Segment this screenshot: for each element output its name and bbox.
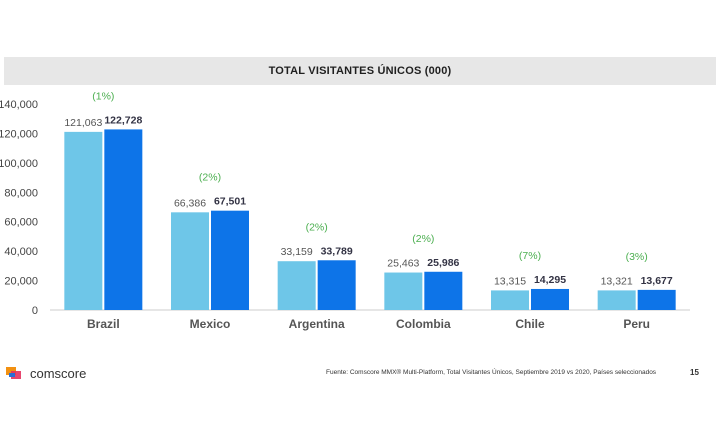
- bar-2019: [384, 272, 423, 310]
- bar-2020: [317, 260, 356, 310]
- comscore-logo-icon: [6, 367, 21, 379]
- growth-label: (2%): [306, 221, 328, 233]
- y-tick-label: 60,000: [4, 217, 38, 229]
- category-label: Chile: [515, 317, 545, 331]
- data-label-2019: 13,321: [601, 275, 633, 287]
- category-label: Colombia: [396, 317, 451, 331]
- growth-label: (2%): [412, 233, 434, 245]
- data-label-2019: 13,315: [494, 275, 526, 287]
- y-tick-label: 40,000: [4, 246, 38, 258]
- category-label: Peru: [623, 317, 650, 331]
- bar-2019: [491, 290, 529, 310]
- growth-label: (3%): [626, 251, 648, 263]
- bar-2020: [424, 271, 463, 310]
- page-number: 15: [690, 368, 699, 377]
- growth-label: (2%): [199, 172, 221, 184]
- data-label-2020: 25,986: [427, 257, 459, 269]
- data-label-2019: 25,463: [387, 258, 419, 270]
- data-label-2020: 122,728: [104, 114, 142, 126]
- category-label: Argentina: [289, 317, 345, 331]
- y-tick-label: 0: [32, 305, 38, 317]
- data-label-2020: 14,295: [534, 274, 566, 286]
- brand-name: comscore: [30, 365, 87, 381]
- data-label-2019: 121,063: [64, 117, 102, 129]
- data-label-2020: 67,501: [214, 196, 246, 208]
- y-tick-label: 20,000: [4, 276, 38, 288]
- bar-2020: [531, 288, 569, 310]
- bar-2019: [171, 212, 209, 310]
- bar-2019: [597, 290, 636, 310]
- brand-logo: comscore: [6, 364, 86, 382]
- bar-2020: [211, 210, 249, 310]
- chart-title-band: TOTAL VISITANTES ÚNICOS (000): [4, 57, 716, 85]
- y-tick-label: 140,000: [0, 99, 38, 111]
- chart-title: TOTAL VISITANTES ÚNICOS (000): [268, 65, 452, 77]
- y-tick-label: 120,000: [0, 128, 38, 140]
- data-label-2019: 66,386: [174, 197, 206, 209]
- bar-2020: [104, 129, 143, 310]
- category-label: Mexico: [190, 317, 231, 331]
- category-label: Brazil: [87, 317, 120, 331]
- y-tick-label: 100,000: [0, 158, 38, 170]
- bar-2019: [64, 131, 103, 310]
- data-label-2019: 33,159: [281, 246, 313, 258]
- data-label-2020: 33,789: [321, 245, 353, 257]
- growth-label: (1%): [92, 90, 114, 102]
- data-label-2020: 13,677: [641, 275, 673, 287]
- source-note: Fuente: Comscore MMX® Multi-Platform, To…: [326, 369, 657, 376]
- bar-2020: [637, 289, 676, 310]
- y-tick-label: 80,000: [4, 187, 38, 199]
- growth-label: (7%): [519, 250, 541, 262]
- bar-2019: [277, 261, 316, 310]
